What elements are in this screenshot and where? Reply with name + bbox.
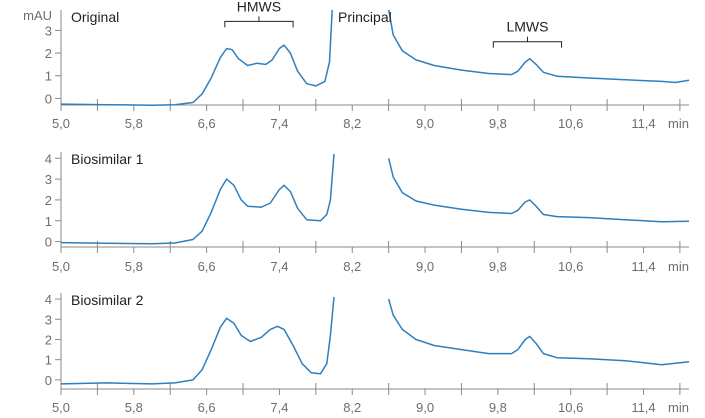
x-tick-label: 8,2 bbox=[343, 116, 361, 131]
trace-segment-2 bbox=[387, 158, 690, 223]
y-tick-label: 0 bbox=[45, 235, 52, 250]
bracket bbox=[492, 36, 563, 48]
y-tick-label: 1 bbox=[45, 214, 52, 229]
y-tick-label: 0 bbox=[45, 91, 52, 106]
x-tick-label: 10,6 bbox=[558, 400, 583, 415]
x-tick-label: 9,8 bbox=[489, 259, 507, 274]
chart-panel-3: 0 1 2 3 4 5,0 5,8 6,6 7,4 8,2 9,0 9,8 10,6 11,4 min Bio… bbox=[45, 292, 690, 415]
trace-segment-2 bbox=[387, 9, 690, 84]
x-tick-label: 9,8 bbox=[489, 116, 507, 131]
x-tick-label: 5,0 bbox=[52, 259, 70, 274]
x-tick-label: 6,6 bbox=[198, 116, 216, 131]
x-axis-label: min bbox=[668, 116, 689, 131]
y-tick-label: 3 bbox=[45, 312, 52, 327]
x-tick-label: 11,4 bbox=[631, 116, 655, 131]
y-tick-label: 3 bbox=[45, 172, 52, 187]
x-tick-label: 5,0 bbox=[52, 116, 70, 131]
bracket bbox=[224, 16, 294, 28]
x-tick-label: 5,0 bbox=[52, 400, 70, 415]
y-tick-label: 0 bbox=[45, 373, 52, 388]
x-tick-label: 7,4 bbox=[270, 116, 288, 131]
panel-title: Original bbox=[71, 9, 119, 25]
x-tick-label: 11,4 bbox=[631, 259, 655, 274]
x-tick-label: 10,6 bbox=[558, 259, 583, 274]
y-tick-label: 4 bbox=[45, 151, 52, 166]
x-tick-label: 5,8 bbox=[125, 116, 143, 131]
panel-title: Biosimilar 1 bbox=[71, 151, 144, 167]
y-tick-label: 2 bbox=[45, 193, 52, 208]
x-tick-label: 10,6 bbox=[558, 116, 583, 131]
trace-segment-1 bbox=[60, 296, 335, 385]
y-tick-label: 3 bbox=[45, 23, 52, 38]
x-tick-label: 9,0 bbox=[416, 259, 434, 274]
x-tick-label: 6,6 bbox=[198, 259, 216, 274]
annotation-label: HMWS bbox=[237, 0, 281, 14]
y-tick-label: 2 bbox=[45, 332, 52, 347]
y-axis-label: mAU bbox=[23, 8, 52, 23]
x-axis-label: min bbox=[668, 259, 689, 274]
x-tick-label: 5,8 bbox=[125, 400, 143, 415]
x-tick-label: 9,0 bbox=[416, 116, 434, 131]
x-tick-label: 9,0 bbox=[416, 400, 434, 415]
x-tick-label: 7,4 bbox=[270, 259, 288, 274]
y-tick-label: 4 bbox=[45, 292, 52, 307]
trace-segment-2 bbox=[387, 298, 690, 366]
y-tick-label: 1 bbox=[45, 69, 52, 84]
x-tick-label: 8,2 bbox=[343, 259, 361, 274]
chart-panel-2: 0 1 2 3 4 5,0 5,8 6,6 7,4 8,2 9,0 9,8 10,6 11,4 min Bio… bbox=[45, 151, 690, 274]
x-tick-label: 8,2 bbox=[343, 400, 361, 415]
y-tick-label: 2 bbox=[45, 46, 52, 61]
x-tick-label: 5,8 bbox=[125, 259, 143, 274]
chart-panel-1: 0 1 2 3 5,0 5,8 6,6 7,4 8,2 9,0 9,8 10,6 11,4 min mAU O… bbox=[23, 0, 690, 131]
x-tick-label: 7,4 bbox=[270, 400, 288, 415]
x-tick-label: 6,6 bbox=[198, 400, 216, 415]
panel-title: Biosimilar 2 bbox=[71, 292, 144, 308]
x-tick-label: 9,8 bbox=[489, 400, 507, 415]
y-tick-label: 1 bbox=[45, 353, 52, 368]
x-axis-label: min bbox=[668, 400, 689, 415]
trace-segment-1 bbox=[60, 9, 333, 106]
annotation-label: Principal bbox=[338, 9, 392, 25]
trace-segment-1 bbox=[60, 154, 335, 245]
x-tick-label: 11,4 bbox=[631, 400, 655, 415]
annotation-label: LMWS bbox=[506, 19, 548, 35]
